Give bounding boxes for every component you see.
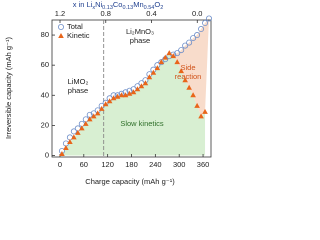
side-reaction-label: reaction [175, 72, 202, 81]
total-point [174, 50, 181, 57]
kinetic-point [126, 90, 133, 96]
total-point [186, 39, 193, 46]
title-part: x [92, 5, 95, 11]
x-tick-label: 240 [149, 160, 162, 169]
phase-label: Li₂MnO₃ [126, 27, 154, 36]
phase-label: phase [68, 86, 88, 95]
legend-label: Kinetic [67, 31, 90, 40]
kinetic-point [182, 77, 188, 83]
kinetic-point [98, 105, 105, 111]
y-tick-label: 80 [41, 30, 49, 39]
x-tick-label: 0 [58, 160, 62, 169]
y-tick-label: 0 [45, 150, 49, 159]
title-part: O [154, 0, 160, 9]
kinetic-point [186, 84, 192, 90]
kinetic-point [86, 116, 93, 122]
x-tick-label: 180 [125, 160, 138, 169]
kinetic-point [178, 68, 184, 74]
total-point [194, 32, 201, 39]
kinetic-point [67, 138, 73, 144]
total-point [206, 15, 213, 22]
kinetic-area [61, 53, 206, 156]
side-reaction-label: Side [180, 63, 195, 72]
kinetic-point [130, 89, 137, 95]
legend-label: Total [67, 22, 83, 31]
y-tick-label: 20 [41, 120, 49, 129]
title-part: 2 [160, 5, 163, 11]
legend-marker [58, 23, 65, 30]
phase-label: phase [130, 36, 150, 45]
kinetic-point [162, 54, 169, 60]
total-point [198, 26, 205, 33]
chart: x in LixNi0.13Co0.13Mn0.54O2 Charge capa… [4, 0, 213, 186]
kinetic-point [170, 53, 177, 59]
slow-kinetics-label: Slow kinetics [120, 119, 164, 128]
kinetic-point [134, 86, 141, 92]
kinetic-point [122, 92, 129, 98]
kinetic-point [154, 65, 161, 71]
y-axis-title: Irreversible capacity (mAh g⁻¹) [4, 37, 13, 139]
kinetic-point [190, 92, 196, 98]
kinetic-point [71, 134, 77, 140]
kinetic-point [166, 50, 173, 56]
x2-tick-label: 0.4 [146, 9, 156, 18]
title-part: 0.13 [122, 5, 133, 11]
kinetic-point [114, 93, 121, 99]
kinetic-point [63, 144, 69, 150]
x2-tick-label: 0.8 [101, 9, 111, 18]
top-axis-title: x in LixNi0.13Co0.13Mn0.54O2 [73, 0, 164, 11]
y-tick-label: 40 [41, 90, 49, 99]
kinetic-point [142, 80, 149, 86]
legend-marker [58, 33, 64, 38]
kinetic-point [174, 59, 181, 65]
title-part: 0.13 [102, 5, 113, 11]
total-point [178, 47, 185, 54]
total-point [182, 42, 189, 49]
kinetic-point [90, 113, 97, 119]
kinetic-point [150, 69, 157, 75]
kinetic-point [158, 59, 165, 65]
title-part: x in Li [73, 0, 93, 9]
kinetic-point [146, 74, 153, 80]
kinetic-point [94, 110, 101, 116]
kinetic-point [59, 150, 65, 156]
kinetic-point [194, 102, 200, 108]
kinetic-point [118, 92, 125, 98]
kinetic-point [138, 83, 145, 89]
kinetic-point [202, 108, 208, 114]
x-axis-title: Charge capacity (mAh g⁻¹) [85, 177, 175, 186]
kinetic-point [82, 120, 89, 126]
title-part: Co [113, 0, 123, 9]
kinetic-point [110, 95, 117, 101]
total-point [70, 128, 77, 135]
kinetic-point [75, 129, 81, 135]
title-part: Mn [133, 0, 143, 9]
kinetic-point [79, 125, 85, 131]
x-tick-label: 120 [101, 160, 114, 169]
x-tick-label: 360 [197, 160, 210, 169]
kinetic-point [198, 113, 204, 119]
kinetic-point [106, 98, 113, 104]
title-part: 0.54 [144, 5, 155, 11]
total-point [202, 20, 209, 27]
title-part: Ni [95, 0, 102, 9]
phase-label: LiMO₂ [68, 77, 89, 86]
x-tick-label: 60 [80, 160, 88, 169]
x2-tick-label: 1.2 [55, 9, 65, 18]
kinetic-point [102, 101, 109, 107]
side-reaction-area [169, 18, 210, 117]
total-point [190, 35, 197, 42]
x-tick-label: 300 [173, 160, 186, 169]
y-tick-label: 60 [41, 60, 49, 69]
x2-tick-label: 0.0 [192, 9, 202, 18]
